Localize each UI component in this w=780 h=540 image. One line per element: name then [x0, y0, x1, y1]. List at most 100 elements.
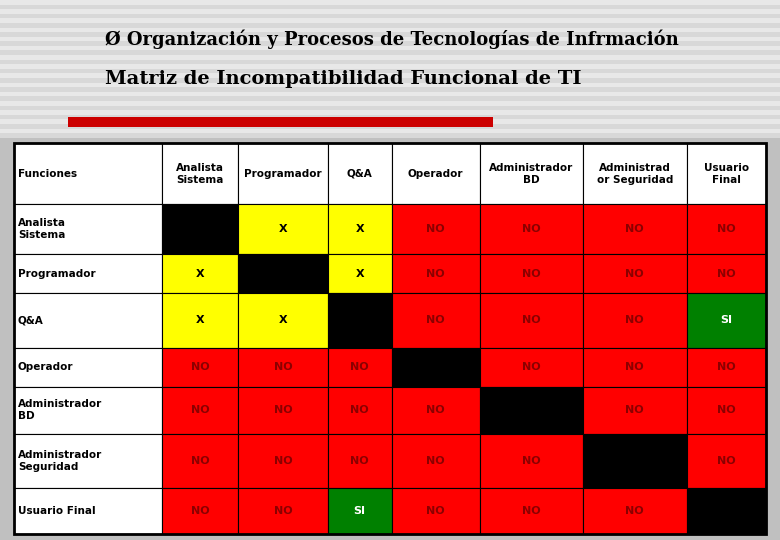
Bar: [238, 348, 328, 387]
Bar: [328, 348, 392, 387]
Bar: [0, 115, 780, 119]
Bar: [480, 434, 583, 488]
Bar: [0, 64, 780, 69]
Bar: [162, 143, 238, 204]
Bar: [238, 434, 328, 488]
Text: NO: NO: [350, 456, 369, 466]
Bar: [162, 254, 238, 293]
Bar: [68, 117, 493, 127]
Bar: [0, 101, 780, 106]
Text: Q&A: Q&A: [347, 168, 373, 179]
Bar: [0, 110, 780, 115]
Bar: [392, 348, 480, 387]
Text: Ø Organización y Procesos de Tecnologías de Infrmación: Ø Organización y Procesos de Tecnologías…: [105, 30, 679, 49]
Text: NO: NO: [522, 315, 541, 326]
Text: NO: NO: [522, 268, 541, 279]
Text: NO: NO: [626, 406, 644, 415]
Bar: [0, 87, 780, 92]
Bar: [328, 204, 392, 254]
Bar: [392, 143, 480, 204]
Text: NO: NO: [426, 315, 445, 326]
Bar: [480, 204, 583, 254]
Text: Programador: Programador: [244, 168, 322, 179]
Bar: [0, 0, 780, 4]
Bar: [0, 23, 780, 28]
Text: NO: NO: [274, 456, 292, 466]
Text: Funciones: Funciones: [18, 168, 77, 179]
Text: NO: NO: [522, 506, 541, 516]
Bar: [392, 488, 480, 534]
Text: Matriz de Incompatibilidad Funcional de TI: Matriz de Incompatibilidad Funcional de …: [105, 70, 582, 88]
Text: NO: NO: [717, 406, 736, 415]
Bar: [14, 488, 162, 534]
Bar: [480, 143, 583, 204]
Text: Administrador
Seguridad: Administrador Seguridad: [18, 450, 102, 472]
Bar: [686, 488, 766, 534]
Text: NO: NO: [626, 362, 644, 372]
Bar: [238, 488, 328, 534]
Text: NO: NO: [522, 456, 541, 466]
Bar: [238, 204, 328, 254]
Text: Analista
Sistema: Analista Sistema: [18, 218, 66, 240]
Bar: [0, 73, 780, 78]
Text: NO: NO: [717, 362, 736, 372]
Text: NO: NO: [626, 268, 644, 279]
Bar: [480, 348, 583, 387]
Text: NO: NO: [426, 506, 445, 516]
Bar: [583, 434, 686, 488]
Text: NO: NO: [426, 268, 445, 279]
Bar: [238, 293, 328, 348]
Text: X: X: [356, 268, 364, 279]
Text: SI: SI: [720, 315, 732, 326]
Bar: [0, 129, 780, 133]
Bar: [392, 434, 480, 488]
Bar: [14, 434, 162, 488]
Bar: [14, 387, 162, 434]
Bar: [392, 387, 480, 434]
Bar: [0, 18, 780, 23]
Text: X: X: [278, 224, 287, 234]
Bar: [0, 5, 780, 9]
Bar: [583, 293, 686, 348]
Bar: [0, 60, 780, 64]
Text: NO: NO: [426, 224, 445, 234]
Bar: [686, 434, 766, 488]
Bar: [14, 143, 766, 534]
Text: NO: NO: [717, 456, 736, 466]
Bar: [14, 254, 162, 293]
Bar: [0, 51, 780, 55]
Bar: [392, 254, 480, 293]
Bar: [0, 9, 780, 14]
Text: Administrador
BD: Administrador BD: [489, 163, 573, 185]
Bar: [583, 348, 686, 387]
Bar: [0, 32, 780, 37]
Bar: [0, 28, 780, 32]
Bar: [162, 204, 238, 254]
Bar: [480, 488, 583, 534]
Text: NO: NO: [350, 362, 369, 372]
Bar: [0, 37, 780, 42]
Bar: [0, 42, 780, 46]
Bar: [480, 293, 583, 348]
Bar: [238, 254, 328, 293]
Bar: [14, 348, 162, 387]
Bar: [14, 204, 162, 254]
Bar: [0, 78, 780, 83]
Text: NO: NO: [274, 362, 292, 372]
Text: X: X: [196, 268, 204, 279]
Text: Analista
Sistema: Analista Sistema: [176, 163, 224, 185]
Bar: [0, 119, 780, 124]
Bar: [0, 83, 780, 87]
Text: X: X: [196, 315, 204, 326]
Bar: [162, 387, 238, 434]
Text: NO: NO: [191, 456, 209, 466]
Text: Usuario Final: Usuario Final: [18, 506, 96, 516]
Bar: [0, 14, 780, 18]
Bar: [392, 293, 480, 348]
Text: NO: NO: [191, 506, 209, 516]
Text: NO: NO: [522, 362, 541, 372]
Bar: [238, 143, 328, 204]
Bar: [328, 254, 392, 293]
Bar: [328, 434, 392, 488]
Bar: [162, 348, 238, 387]
